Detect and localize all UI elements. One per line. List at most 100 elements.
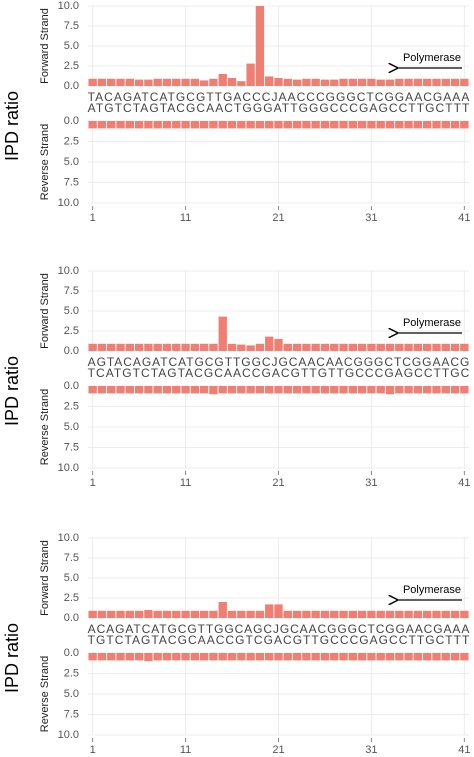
bar [404,610,413,618]
bar [125,653,134,661]
bar [172,121,181,129]
y-tick-label: 0.0 [64,647,79,659]
bar [385,653,395,661]
bar [97,78,107,86]
bar [190,121,200,129]
y-tick-label: 2.5 [64,400,79,412]
x-tick-label: 1 [90,744,96,756]
bar [311,78,320,86]
bar [125,78,134,86]
bar [423,121,432,129]
y-tick-label: 2.5 [64,60,79,72]
bar [227,653,237,661]
bar [460,386,469,394]
y-tick-label: 7.5 [64,441,79,453]
bar [265,653,274,661]
bar [218,74,227,86]
strand-label: Reverse Strand [39,389,51,465]
bar [97,121,107,129]
bar [218,316,227,351]
bar [274,386,283,394]
bar [320,653,330,661]
bar [460,610,469,618]
bar [125,121,134,129]
bar [311,653,320,661]
bar [460,653,469,661]
bar [283,386,292,394]
bar [292,653,302,661]
bar [413,653,423,661]
bar [460,78,469,86]
bar [227,610,237,618]
bar [320,121,330,129]
bar [432,121,441,129]
bar [125,610,134,618]
bar [441,343,450,351]
bar [116,343,125,351]
bar [255,343,265,351]
bar [116,386,125,394]
bar [339,121,348,129]
bar [320,343,330,351]
bar [450,343,460,351]
bar [348,653,358,661]
bar [162,121,172,129]
bar [302,121,311,129]
bar [357,121,367,129]
x-tick-label: 41 [458,212,470,224]
bar [88,121,97,129]
bar [107,386,116,394]
bar [181,343,190,351]
bar [274,653,283,661]
bar [320,610,330,618]
bar [199,653,209,661]
bar [376,386,385,394]
bar [302,343,311,351]
bar [255,610,265,618]
bar [134,610,144,618]
bar [395,386,404,394]
bar [162,610,172,618]
bar [172,343,181,351]
y-tick-label: 5.0 [64,688,79,700]
bar [404,386,413,394]
bar [153,610,162,618]
bar [376,343,385,351]
bar [423,653,432,661]
bar [423,610,432,618]
bar [97,610,107,618]
bar [144,79,153,86]
bar [144,610,153,618]
bar [367,121,376,129]
bar [450,121,460,129]
bar [423,343,432,351]
bar [199,343,209,351]
bar [227,386,237,394]
bar [88,386,97,394]
bar [413,610,423,618]
bar [423,386,432,394]
bar [460,121,469,129]
bar [283,653,292,661]
bar [367,386,376,394]
y-tick-label: 10.0 [58,0,79,12]
bar [432,343,441,351]
bar [376,79,385,86]
bar [209,343,218,351]
y-axis-title: IPD ratio [2,91,22,161]
bar [144,386,153,394]
bar [246,653,255,661]
bar [107,78,116,86]
bar [88,343,97,351]
bar [181,78,190,86]
y-tick-label: 10.0 [58,729,79,741]
bar [339,78,348,86]
y-tick-label: 7.5 [64,552,79,564]
x-tick-label: 31 [365,212,377,224]
bar [395,653,404,661]
bar [172,653,181,661]
bar [385,343,395,351]
bar [190,653,200,661]
bar [367,653,376,661]
bar [134,343,144,351]
